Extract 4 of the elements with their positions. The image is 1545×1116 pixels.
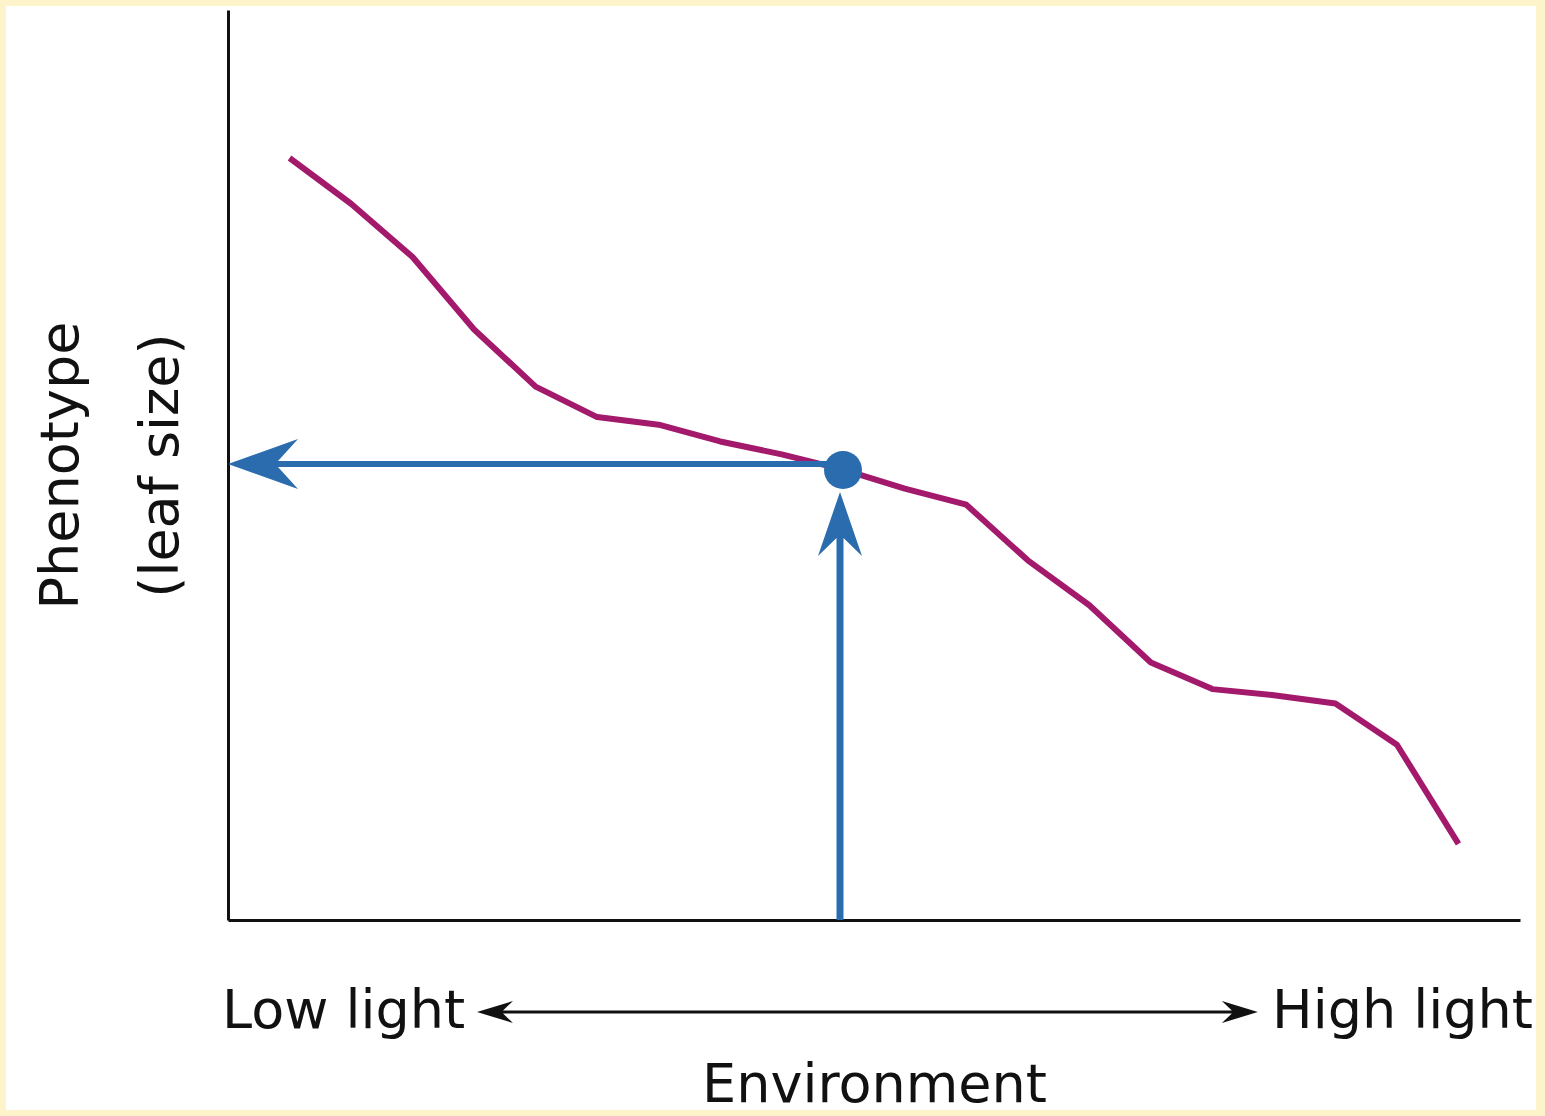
y-axis-title: Phenotype (leaf size) [27,321,191,610]
x-axis-title: Environment [702,1051,1047,1115]
text: Low light [222,978,466,1041]
text: High light [1272,978,1533,1041]
